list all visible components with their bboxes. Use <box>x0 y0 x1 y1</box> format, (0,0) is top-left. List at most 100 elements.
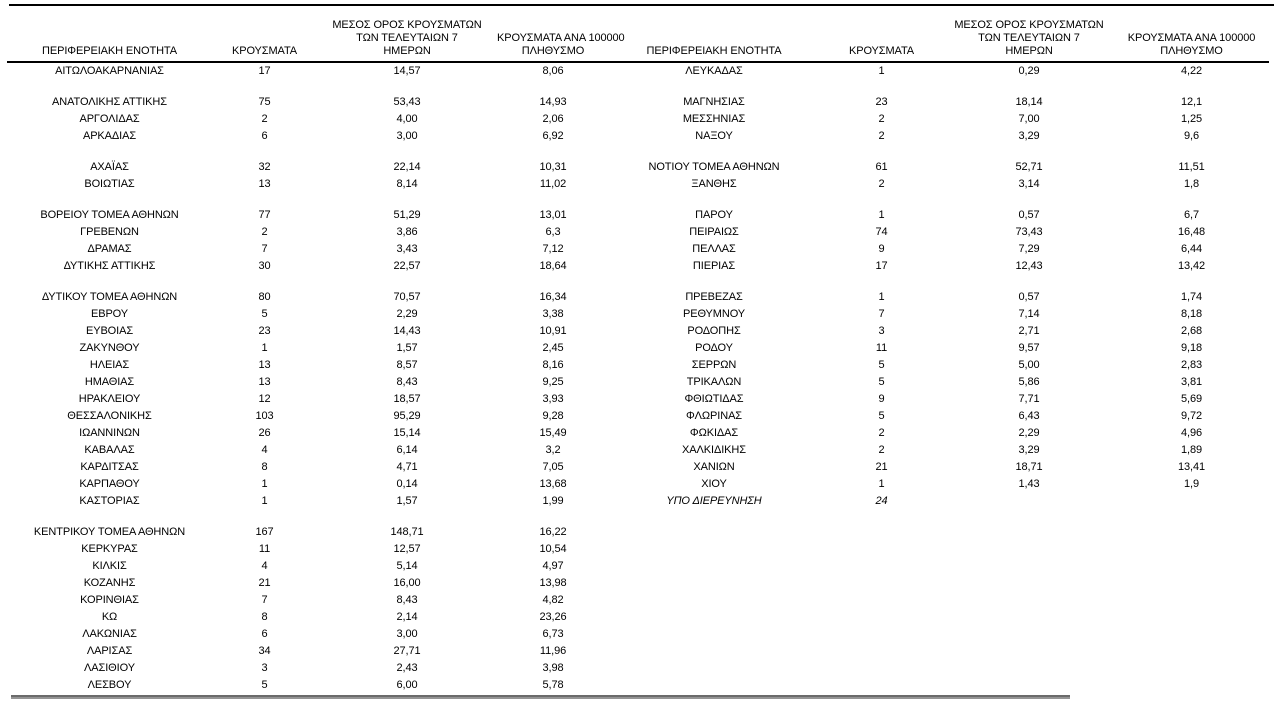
per100k-cell: 13,68 <box>539 478 567 490</box>
spacer-row <box>7 275 1269 289</box>
table-row: ΑΡΓΟΛΙΔΑΣ 2 4,00 2,06 ΜΕΣΣΗΝΙΑΣ 2 7,00 1,25 <box>7 111 1269 128</box>
cases-cell: 61 <box>875 161 888 173</box>
per100k-cell <box>1114 643 1269 660</box>
per100k-cell <box>1114 524 1269 541</box>
avg7-cell <box>317 80 497 94</box>
cases-cell <box>819 626 944 643</box>
region-name-cell: ΝΑΞΟΥ <box>695 130 733 142</box>
region-name-cell <box>609 193 819 207</box>
cases-cell: 17 <box>875 260 888 272</box>
avg7-cell: 53,43 <box>393 96 421 108</box>
avg7-label-line1: ΜΕΣΟΣ ΟΡΟΣ ΚΡΟΥΣΜΑΤΩΝ <box>954 19 1104 31</box>
region-name-cell: ΘΕΣΣΑΛΟΝΙΚΗΣ <box>67 410 152 422</box>
cases-cell: 2 <box>878 178 885 190</box>
per100k-cell: 1,89 <box>1180 444 1202 456</box>
avg7-cell: 3,29 <box>1018 130 1040 142</box>
per100k-cell: 2,06 <box>542 113 564 125</box>
avg7-cell: 52,71 <box>1015 161 1043 173</box>
region-name-cell: ΚΑΣΤΟΡΙΑΣ <box>79 495 140 507</box>
avg7-cell <box>944 145 1114 159</box>
per100k-cell: 5,69 <box>1180 393 1202 405</box>
bottom-double-rule <box>11 695 1070 699</box>
region-name-cell: ΞΑΝΘΗΣ <box>691 178 737 190</box>
cases-cell <box>819 592 944 609</box>
region-name-cell: ΦΘΙΩΤΙΔΑΣ <box>684 393 744 405</box>
avg7-cell <box>944 493 1114 510</box>
region-name-cell: ΠΡΕΒΕΖΑΣ <box>685 291 743 303</box>
spacer-row <box>7 510 1269 524</box>
table-row: ΛΑΚΩΝΙΑΣ 6 3,00 6,73 <box>7 626 1269 643</box>
cases-cell: 23 <box>875 96 888 108</box>
table-row: ΔΥΤΙΚΟΥ ΤΟΜΕΑ ΑΘΗΝΩΝ 80 70,57 16,34 ΠΡΕΒΕΖΑΣ… <box>7 289 1269 306</box>
cases-cell <box>212 193 317 207</box>
avg7-cell <box>944 592 1114 609</box>
cases-cell <box>819 80 944 94</box>
cases-cell: 9 <box>878 243 885 255</box>
cases-column-label: ΚΡΟΥΣΜΑΤΑ <box>231 45 298 57</box>
avg7-cell: 73,43 <box>1015 226 1043 238</box>
region-column-label: ΠΕΡΙΦΕΡΕΙΑΚΗ ΕΝΟΤΗΤΑ <box>42 45 177 57</box>
avg7-cell: 16,00 <box>393 577 421 589</box>
avg7-cell: 0,29 <box>1018 65 1040 77</box>
per100k-cell: 8,06 <box>542 65 564 77</box>
cases-cell: 21 <box>258 577 271 589</box>
avg7-cell <box>944 524 1114 541</box>
per100k-label-line2: ΠΛΗΘΥΣΜΟ <box>1160 45 1223 57</box>
table-row: ΛΑΣΙΘΙΟΥ 3 2,43 3,98 <box>7 660 1269 677</box>
per100k-cell <box>497 510 609 524</box>
avg7-cell: 0,57 <box>1018 291 1040 303</box>
avg7-cell: 2,14 <box>396 611 418 623</box>
cases-cell: 32 <box>258 161 271 173</box>
cases-cell: 6 <box>261 628 268 640</box>
region-name-cell: ΛΕΥΚΑΔΑΣ <box>685 65 743 77</box>
per100k-cell: 2,68 <box>1180 325 1202 337</box>
avg7-cell: 6,43 <box>1018 410 1040 422</box>
region-name-cell: ΚΑΡΔΙΤΣΑΣ <box>80 461 139 473</box>
cases-cell: 9 <box>878 393 885 405</box>
avg7-label-line3: ΗΜΕΡΩΝ <box>1005 45 1053 57</box>
per100k-cell: 16,34 <box>539 291 567 303</box>
cases-cell <box>819 558 944 575</box>
per100k-cell <box>497 80 609 94</box>
region-name-cell: ΖΑΚΥΝΘΟΥ <box>79 342 140 354</box>
per100k-cell <box>497 145 609 159</box>
region-name-cell: ΚΙΛΚΙΣ <box>92 560 127 572</box>
cases-cell: 13 <box>258 376 271 388</box>
region-name-cell: ΧΑΛΚΙΔΙΚΗΣ <box>682 444 746 456</box>
cases-cell: 2 <box>878 427 885 439</box>
region-name-cell <box>609 558 819 575</box>
avg7-cell: 14,43 <box>393 325 421 337</box>
per100k-cell: 12,1 <box>1180 96 1202 108</box>
table-row: ΔΥΤΙΚΗΣ ΑΤΤΙΚΗΣ 30 22,57 18,64 ΠΙΕΡΙΑΣ 17 12,4… <box>7 258 1269 275</box>
region-name-cell <box>609 677 819 694</box>
region-name-cell <box>609 145 819 159</box>
cases-cell <box>212 275 317 289</box>
per100k-cell: 7,05 <box>542 461 564 473</box>
region-name-cell: ΧΑΝΙΩΝ <box>693 461 735 473</box>
avg7-cell: 2,29 <box>1018 427 1040 439</box>
avg7-cell <box>944 275 1114 289</box>
cases-cell <box>212 145 317 159</box>
per100k-cell <box>1114 626 1269 643</box>
per100k-cell: 7,12 <box>542 243 564 255</box>
table-row: ΗΜΑΘΙΑΣ 13 8,43 9,25 ΤΡΙΚΑΛΩΝ 5 5,86 3,81 <box>7 374 1269 391</box>
avg7-cell <box>944 660 1114 677</box>
avg7-cell: 3,29 <box>1018 444 1040 456</box>
per100k-cell: 16,22 <box>539 526 567 538</box>
avg7-cell: 95,29 <box>393 410 421 422</box>
per100k-cell: 9,25 <box>542 376 564 388</box>
cases-column-header-left: ΚΡΟΥΣΜΑΤΑ <box>212 7 317 63</box>
cases-cell: 75 <box>258 96 271 108</box>
avg7-cell: 18,71 <box>1015 461 1043 473</box>
table-row: ΓΡΕΒΕΝΩΝ 2 3,86 6,3 ΠΕΙΡΑΙΩΣ 74 73,43 16,48 <box>7 224 1269 241</box>
per100k-cell: 13,01 <box>539 209 567 221</box>
cases-cell: 4 <box>261 560 268 572</box>
table-row: ΑΙΤΩΛΟΑΚΑΡΝΑΝΙΑΣ 17 14,57 8,06 ΛΕΥΚΑΔΑΣ 1 0,29… <box>7 62 1269 80</box>
region-name-cell: ΡΟΔΟΠΗΣ <box>687 325 741 337</box>
avg7-cell: 3,86 <box>396 226 418 238</box>
cases-cell: 11 <box>258 543 271 555</box>
table-row: ΒΟΡΕΙΟΥ ΤΟΜΕΑ ΑΘΗΝΩΝ 77 51,29 13,01 ΠΑΡΟΥ 1 0,… <box>7 207 1269 224</box>
avg7-cell <box>944 626 1114 643</box>
cases-cell <box>819 524 944 541</box>
region-name-cell: ΤΡΙΚΑΛΩΝ <box>686 376 742 388</box>
